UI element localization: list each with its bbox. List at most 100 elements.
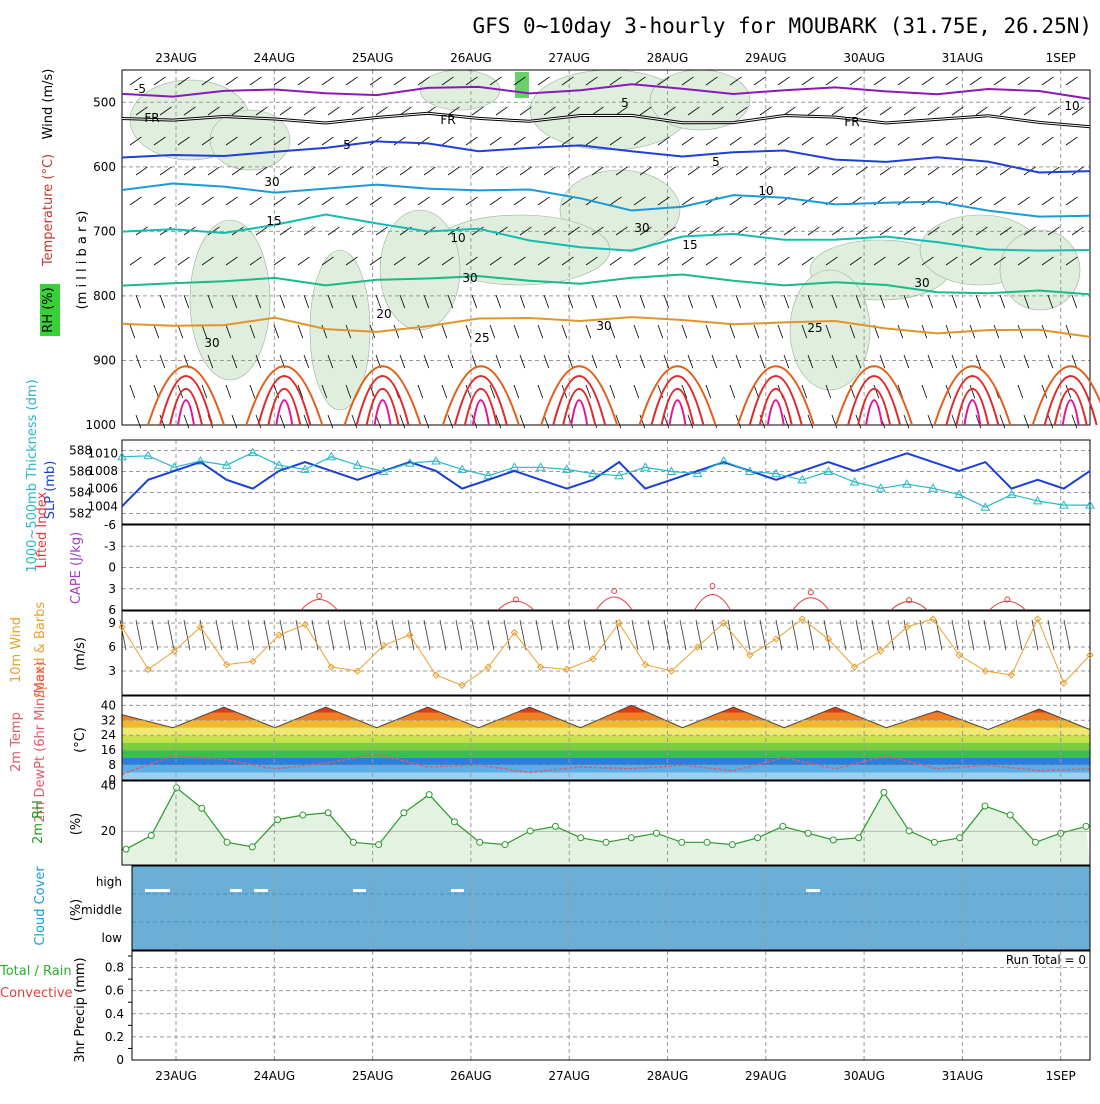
axis-title: (°C) [73, 727, 88, 753]
surface-isotherm [245, 365, 324, 426]
wind-barb [567, 414, 574, 429]
wind-barb [513, 324, 520, 339]
wind-barb [513, 384, 520, 399]
wind-barb [711, 294, 718, 309]
wind10-barb [471, 619, 479, 651]
wind-barb [807, 354, 814, 369]
rh-point [223, 838, 231, 846]
wind-barb [855, 294, 862, 309]
axis-title: (%) [69, 813, 84, 836]
wind-barb [705, 324, 712, 339]
wind-barb [639, 166, 652, 176]
wind10-barb [759, 619, 767, 651]
bottom-day-label: 25AUG [352, 1069, 394, 1083]
wind-barb [177, 384, 184, 399]
wind-barb [303, 294, 310, 309]
wind-barb [279, 294, 286, 309]
wind-barb [1023, 414, 1030, 429]
rh-point [703, 838, 711, 846]
wind-barb [903, 354, 910, 369]
contour-label: 10 [758, 184, 773, 198]
li-point [316, 592, 323, 599]
wind-speed-point [929, 615, 937, 623]
wind10-barb [983, 619, 991, 651]
rh-point [577, 834, 585, 842]
pressure-tick-label: 500 [93, 95, 116, 109]
rh-point [450, 818, 458, 826]
wind-barb [609, 76, 622, 86]
wind-barb [897, 136, 910, 146]
wind-barb [159, 226, 172, 236]
wind-barb [663, 294, 670, 309]
precip-tick: 0.2 [105, 1030, 124, 1044]
contour-label: -5 [134, 82, 146, 96]
wind-barb [777, 76, 790, 86]
wind-barb [735, 294, 742, 309]
wind-barb [135, 166, 148, 176]
wind-barb [927, 294, 934, 309]
wind-barb [201, 196, 214, 206]
wind-barb [519, 106, 532, 116]
wind10-barb [311, 619, 319, 651]
wind-barb [447, 414, 454, 429]
rh-tick: 40 [101, 779, 116, 793]
wind-barb [255, 294, 262, 309]
wind-speed-point [615, 619, 623, 627]
wind-barb [993, 76, 1006, 86]
rh-point [173, 784, 181, 792]
wind-barb [879, 354, 886, 369]
rh-point [880, 788, 888, 796]
wind-speed-point [876, 647, 885, 655]
wind-barb [561, 256, 574, 266]
li-tick: -3 [104, 539, 116, 553]
wind-barb [999, 106, 1012, 116]
wind-barb [225, 76, 238, 86]
wind-barb [471, 106, 484, 116]
wind-barb [423, 294, 430, 309]
wind-barb [321, 76, 334, 86]
wind-barb [495, 166, 508, 176]
wind-barb [519, 226, 532, 236]
wind-barb [447, 354, 454, 369]
wind-barb [1017, 136, 1030, 146]
rh-point [779, 822, 787, 830]
wind-barb [129, 384, 136, 399]
high-cloud-gap [353, 889, 366, 892]
panel-frame [131, 865, 1091, 951]
li-point [807, 589, 814, 596]
wind10-barb [711, 619, 719, 651]
wind-barb [759, 166, 772, 176]
wind-barb [471, 294, 478, 309]
surface-isotherm [650, 375, 705, 426]
wind-barb [423, 166, 436, 176]
wind-barb [153, 256, 166, 266]
temp-band [122, 742, 1090, 751]
thickness-point [902, 479, 912, 488]
wind-barb [921, 76, 934, 86]
wind-barb [657, 76, 670, 86]
wind-barb [825, 256, 838, 266]
axis-title: 2m DewPt (6hr Min/Max) [33, 661, 48, 822]
thickness-tick: 584 [69, 486, 92, 500]
wind-barb [993, 196, 1006, 206]
wind-barb [591, 294, 598, 309]
wind-barb [663, 354, 670, 369]
wind-barb [393, 76, 406, 86]
rh-point [147, 831, 155, 839]
rh-point [501, 841, 509, 849]
wind-barb [129, 256, 142, 266]
panel-frame [121, 695, 1091, 781]
chart-title: GFS 0~10day 3-hourly for MOUBARK (31.75E… [472, 14, 1092, 38]
wind-barb [657, 324, 664, 339]
wind-speed-point [1007, 671, 1016, 679]
wind-barb [1071, 354, 1078, 369]
wind-barb [657, 384, 664, 399]
wind-barb [969, 256, 982, 266]
thickness-point [431, 455, 441, 465]
li-bump [595, 596, 633, 611]
thickness-point [640, 462, 651, 471]
wind-barb [903, 294, 910, 309]
rh-point [551, 822, 559, 830]
wind-barb [753, 76, 766, 86]
wind-barb [561, 324, 568, 339]
